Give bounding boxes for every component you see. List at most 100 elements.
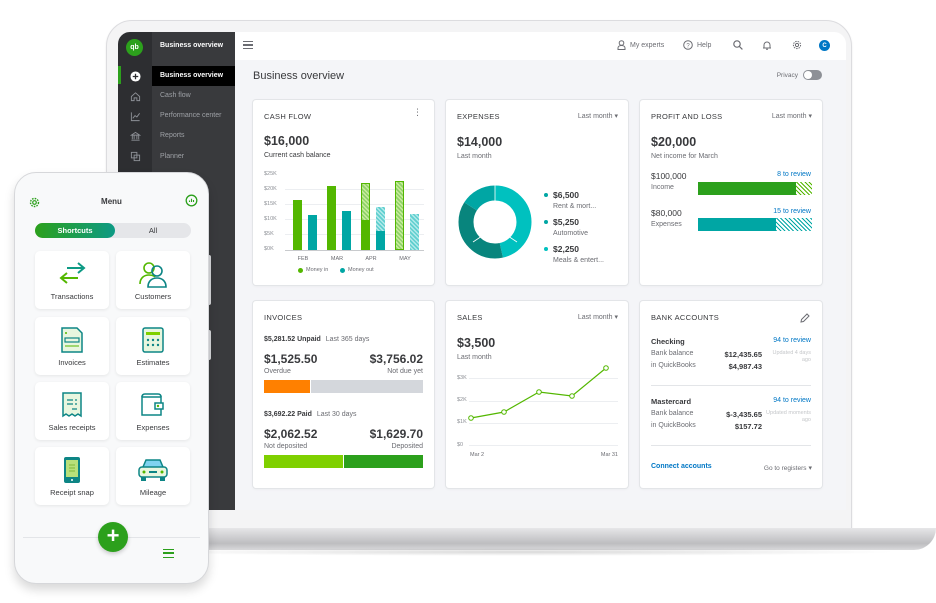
tab-all[interactable]: All <box>148 226 158 235</box>
paid-bar[interactable] <box>264 455 423 468</box>
chat-assistant-icon[interactable] <box>185 194 198 212</box>
bar-apr-money-out-projected[interactable] <box>376 207 385 231</box>
account-review-link[interactable]: 94 to review <box>773 397 811 404</box>
menu-tabs: Shortcuts All <box>35 223 191 238</box>
search-icon[interactable] <box>733 40 743 50</box>
nav-header: Business overview <box>160 42 224 49</box>
bar-apr-money-in[interactable] <box>361 221 370 250</box>
divider <box>651 445 811 446</box>
income-review-link[interactable]: 8 to review <box>777 171 811 178</box>
shortcut-sales-receipts[interactable]: Sales receipts <box>35 382 109 440</box>
shortcut-estimates[interactable]: Estimates <box>116 317 190 375</box>
sidebar-item-reports[interactable]: Reports <box>160 132 185 139</box>
quickbooks-balance-value: $157.72 <box>734 422 762 431</box>
bell-icon[interactable] <box>762 40 772 50</box>
connect-accounts-link[interactable]: Connect accounts <box>651 463 712 470</box>
privacy-toggle[interactable] <box>803 70 822 80</box>
expenses-donut-chart[interactable] <box>457 184 533 260</box>
shortcut-mileage[interactable]: Mileage <box>116 447 190 505</box>
help-button[interactable]: ? Help <box>683 40 711 50</box>
gear-icon[interactable] <box>29 195 40 213</box>
person-icon <box>616 40 626 50</box>
wallet-icon <box>141 393 164 416</box>
planner-icon[interactable] <box>128 149 142 163</box>
paid-amount: $3,692.22 Paid <box>264 411 312 418</box>
home-icon[interactable] <box>128 89 142 103</box>
bar-mar-money-in[interactable] <box>327 186 336 250</box>
y-tick: $25K <box>264 171 277 177</box>
hamburger-menu-icon[interactable] <box>163 549 174 558</box>
sidebar-item-cash-flow[interactable]: Cash flow <box>160 92 191 99</box>
sidebar-item-performance-center[interactable]: Performance center <box>160 112 222 119</box>
help-circle-icon: ? <box>683 40 693 50</box>
income-amount: $100,000 <box>651 171 687 181</box>
bar-apr-money-in-projected[interactable] <box>361 183 370 221</box>
y-tick: $5K <box>264 231 274 237</box>
unpaid-period: Last 365 days <box>325 336 370 343</box>
bank-icon[interactable] <box>128 129 142 143</box>
expense-label: Meals & entert... <box>553 257 604 264</box>
y-tick: $20K <box>264 186 277 192</box>
shortcut-invoices[interactable]: Invoices <box>35 317 109 375</box>
profit-loss-period-dropdown[interactable]: Last month <box>772 112 812 120</box>
shortcut-receipt-snap[interactable]: Receipt snap <box>35 447 109 505</box>
income-bar[interactable] <box>698 182 812 195</box>
expenses-amount: $80,000 <box>651 208 682 218</box>
shortcut-expenses[interactable]: Expenses <box>116 382 190 440</box>
x-label: MAY <box>399 256 411 262</box>
not-deposited-label: Not deposited <box>264 443 308 450</box>
bar-mar-money-out[interactable] <box>342 211 351 250</box>
expenses-review-link[interactable]: 15 to review <box>773 208 811 215</box>
tab-shortcuts[interactable]: Shortcuts <box>35 223 115 238</box>
bar-feb-money-in[interactable] <box>293 200 302 250</box>
bar-may-money-out-projected[interactable] <box>410 214 419 250</box>
sidebar-item-business-overview[interactable]: Business overview <box>152 66 235 86</box>
bar-may-money-in-projected[interactable] <box>395 181 404 250</box>
net-income-amount: $20,000 <box>651 135 697 149</box>
my-experts-button[interactable]: My experts <box>616 40 664 50</box>
legend-money-in: Money in <box>298 267 328 273</box>
bar-feb-money-out[interactable] <box>308 215 317 250</box>
not-due-label: Not due yet <box>387 368 423 375</box>
y-tick: $10K <box>264 216 277 222</box>
deposited-label: Deposited <box>391 443 423 450</box>
sales-title: SALES <box>457 313 483 322</box>
create-new-button[interactable]: + <box>98 522 128 552</box>
pencil-edit-icon[interactable] <box>799 311 810 329</box>
user-avatar[interactable]: C <box>819 40 830 51</box>
go-to-registers-dropdown[interactable]: Go to registers <box>764 464 812 472</box>
unpaid-bar[interactable] <box>264 380 423 393</box>
hamburger-menu-icon[interactable] <box>243 41 253 49</box>
shortcut-customers[interactable]: Customers <box>116 251 190 309</box>
gear-icon[interactable] <box>792 40 802 50</box>
paid-period: Last 30 days <box>316 411 357 418</box>
transactions-icon <box>59 262 86 284</box>
sales-line-chart[interactable] <box>446 301 628 488</box>
shortcut-transactions[interactable]: Transactions <box>35 251 109 309</box>
expenses-bar[interactable] <box>698 218 812 231</box>
bank-balance-value: $12,435.65 <box>724 350 762 359</box>
y-tick: $2K <box>457 397 467 403</box>
account-name[interactable]: Checking <box>651 337 685 346</box>
chart-line-icon[interactable] <box>128 109 142 123</box>
more-options-icon[interactable]: ⋮ <box>413 107 422 117</box>
plus-circle-icon[interactable] <box>128 69 142 83</box>
sales-period-dropdown[interactable]: Last month <box>578 313 618 321</box>
bar-apr-money-out[interactable] <box>376 231 385 250</box>
deposited-amount: $1,629.70 <box>369 427 423 441</box>
account-review-link[interactable]: 94 to review <box>773 337 811 344</box>
expenses-subtitle: Last month <box>457 153 492 160</box>
bank-accounts-card: BANK ACCOUNTS Checking 94 to review Bank… <box>640 301 822 488</box>
expenses-period-dropdown[interactable]: Last month <box>578 112 618 120</box>
y-tick: $1K <box>457 419 467 425</box>
overdue-label: Overdue <box>264 368 291 375</box>
y-tick: $0K <box>264 246 274 252</box>
account-name[interactable]: Mastercard <box>651 397 692 406</box>
expense-amount: $5,250 <box>553 217 579 227</box>
updated-timestamp: Updated 4 days ago <box>772 350 811 363</box>
paid-summary: $3,692.22 Paid Last 30 days <box>264 411 357 418</box>
cash-flow-title: CASH FLOW <box>264 112 312 121</box>
expense-amount: $2,250 <box>553 244 579 254</box>
quickbooks-logo[interactable]: qb <box>126 39 143 56</box>
sidebar-item-planner[interactable]: Planner <box>160 153 185 160</box>
